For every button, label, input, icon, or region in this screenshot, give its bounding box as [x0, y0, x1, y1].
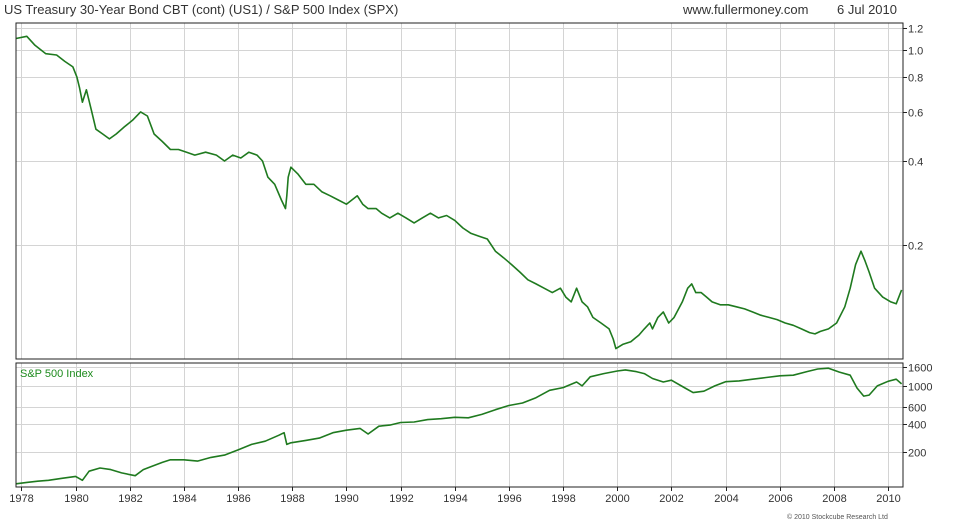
bottom-ytick-label-2: 600: [908, 403, 926, 415]
bottom-ytick-label-3: 1000: [908, 382, 932, 394]
top-ytick-label-4: 1.0: [908, 46, 923, 58]
xtick-label-1988: 1988: [280, 493, 304, 505]
xtick-label-2004: 2004: [714, 493, 738, 505]
xtick-label-1984: 1984: [172, 493, 196, 505]
xtick-label-1978: 1978: [9, 493, 33, 505]
bottom-panel-grid: [16, 363, 903, 487]
date-label: 6 Jul 2010: [837, 2, 897, 17]
top-ytick-label-5: 1.2: [908, 24, 923, 36]
bottom-ytick-label-4: 1600: [908, 363, 932, 375]
top-ytick-label-1: 0.4: [908, 157, 923, 169]
bottom-ytick-label-1: 400: [908, 420, 926, 432]
xtick-label-2008: 2008: [822, 493, 846, 505]
top-panel-grid: [16, 23, 903, 359]
top-ytick-label-2: 0.6: [908, 108, 923, 120]
xtick-label-2002: 2002: [659, 493, 683, 505]
spx-index-line: [15, 367, 903, 485]
bond-spx-ratio-line: [15, 35, 903, 350]
xtick-label-1996: 1996: [497, 493, 521, 505]
spx-panel-label: S&P 500 Index: [20, 368, 94, 380]
x-axis: 1978 1980 1982 1984 1986 1988 1990 1992 1994 1996…: [9, 487, 901, 505]
xtick-label-1998: 1998: [551, 493, 575, 505]
xtick-label-2010: 2010: [876, 493, 900, 505]
top-ytick-label-0: 0.2: [908, 241, 923, 253]
top-ytick-label-3: 0.8: [908, 73, 923, 85]
xtick-label-2000: 2000: [605, 493, 629, 505]
top-y-axis: 0.2 0.4 0.6 0.8 1.0 1.2: [903, 24, 923, 253]
xtick-label-1992: 1992: [389, 493, 413, 505]
xtick-label-2006: 2006: [768, 493, 792, 505]
xtick-label-1986: 1986: [226, 493, 250, 505]
xtick-label-1980: 1980: [64, 493, 88, 505]
chart-title: US Treasury 30-Year Bond CBT (cont) (US1…: [4, 2, 398, 17]
bottom-ytick-label-0: 200: [908, 448, 926, 460]
copyright: © 2010 Stockcube Research Ltd: [787, 513, 888, 521]
xtick-label-1994: 1994: [443, 493, 467, 505]
source-label: www.fullermoney.com: [682, 2, 808, 17]
bottom-y-axis: 200 400 600 1000 1600: [903, 363, 932, 460]
xtick-label-1990: 1990: [334, 493, 358, 505]
top-panel-frame: [15, 22, 904, 360]
xtick-label-1982: 1982: [118, 493, 142, 505]
